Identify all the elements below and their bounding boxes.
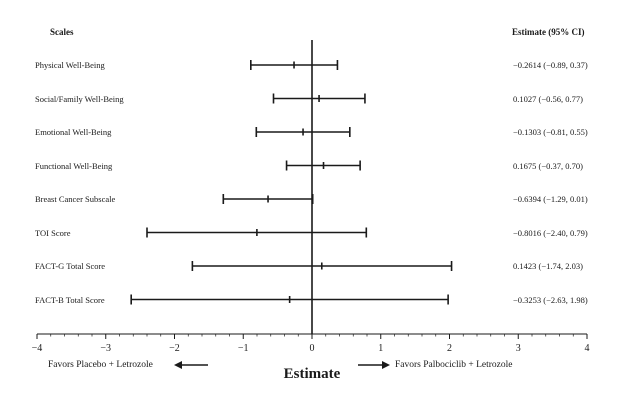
x-tick-label: 4 [585, 343, 590, 354]
estimate-ci-text: 0.1027 (−0.56, 0.77) [513, 93, 583, 104]
scale-label: TOI Score [35, 227, 71, 238]
x-tick-label: −3 [100, 343, 111, 354]
x-tick-label: 0 [310, 343, 315, 354]
x-tick-label: 2 [447, 343, 452, 354]
scale-label: Breast Cancer Subscale [35, 194, 116, 204]
scale-label: Emotional Well-Being [35, 127, 112, 137]
estimate-ci-text: −0.6394 (−1.29, 0.01) [513, 194, 588, 204]
estimate-header: Estimate (95% CI) [512, 27, 585, 37]
x-tick-label: −2 [169, 343, 180, 354]
x-tick-label: −4 [32, 343, 43, 354]
favors-right-label: Favors Palbociclib + Letrozole [395, 360, 513, 370]
scale-label: FACT-B Total Score [35, 294, 105, 305]
x-axis-title: Estimate [283, 366, 341, 382]
favors-left-label: Favors Placebo + Letrozole [48, 360, 153, 370]
scale-label: Social/Family Well-Being [35, 93, 124, 104]
scale-label: FACT-G Total Score [35, 261, 106, 271]
scale-label: Physical Well-Being [35, 60, 105, 70]
estimate-ci-text: −0.2614 (−0.89, 0.37) [513, 60, 588, 70]
scale-label: Functional Well-Being [35, 160, 113, 171]
estimate-ci-text: −0.1303 (−0.81, 0.55) [513, 127, 588, 137]
estimate-ci-text: 0.1423 (−1.74, 2.03) [513, 261, 583, 271]
x-tick-label: 3 [516, 343, 521, 354]
x-tick-label: 1 [378, 343, 383, 354]
scales-header: Scales [50, 27, 74, 37]
x-tick-label: −1 [238, 343, 249, 354]
estimate-ci-text: −0.8016 (−2.40, 0.79) [513, 227, 588, 238]
right-arrow-icon [382, 361, 390, 369]
left-arrow-icon [174, 361, 182, 369]
estimate-ci-text: 0.1675 (−0.37, 0.70) [513, 160, 583, 171]
estimate-ci-text: −0.3253 (−2.63, 1.98) [513, 294, 588, 305]
